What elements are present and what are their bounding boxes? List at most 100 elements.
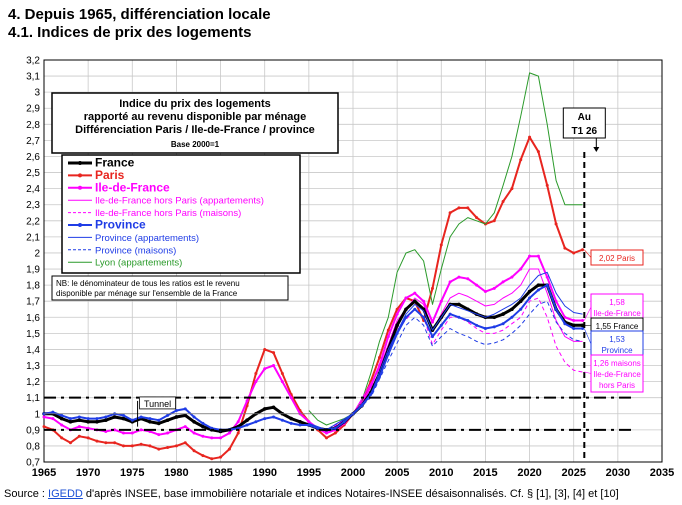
annotations: Tunnel Au T1 26 2,02 Paris 1,58 Ile-de-France… [44,92,644,462]
chart-title-line: rapporté au revenu disponible par ménage [84,111,307,123]
data-point [77,425,81,429]
chart-title-line: Différenciation Paris / Ile-de-France / … [75,124,315,136]
end-label-text: 1,55 France [596,322,639,331]
legend-box [61,154,301,274]
data-point [112,415,117,419]
current-label-line1: Au [578,112,591,123]
data-point [457,315,461,319]
legend-label: Province [95,218,146,232]
data-point [95,439,99,443]
x-tick-label: 2020 [517,467,541,479]
data-point [77,415,81,419]
data-point [519,267,523,271]
data-point [466,206,470,210]
data-point [254,380,258,384]
data-point [386,335,390,339]
data-point [439,299,443,303]
data-point [280,380,284,384]
source-prefix: Source : [4,488,49,500]
data-point [413,307,417,311]
base-note: Base 2000=1 [171,140,220,149]
data-point [51,410,55,414]
y-tick-label: 1,7 [26,297,40,308]
data-point [60,436,64,440]
end-label-leader [584,328,592,345]
data-point [501,322,505,326]
data-point [77,418,82,422]
data-point [272,351,276,355]
data-point [510,275,514,279]
data-point [192,415,196,419]
data-point [130,418,134,422]
data-point [104,418,108,422]
data-point [386,352,390,356]
data-point [571,323,576,328]
end-label-text: 1,53 [609,335,625,344]
data-point [528,254,532,258]
data-point [280,372,284,376]
data-point [219,455,223,459]
data-point [422,299,426,303]
data-point [466,277,470,281]
data-point [166,431,170,435]
data-point [483,327,487,331]
price-index-chart: 0,7 0,8 0,9 1 1,1 1,2 1,3 1,4 1,5 1,6 1,7 1,8 1,9 2 2,… [26,56,674,480]
x-tick-label: 2030 [606,467,630,479]
data-point [457,275,461,279]
y-tick-label: 1,8 [26,281,40,292]
data-point [166,446,170,450]
x-tick-label: 1995 [297,467,321,479]
data-point [183,407,187,411]
y-tick-label: 2,6 [26,152,40,163]
data-point [245,423,249,427]
data-point [298,420,302,424]
data-point [333,431,337,435]
y-tick-label: 0,9 [26,425,40,436]
data-point [527,289,532,294]
page-subtitle: 4.1. Indices de prix des logements [8,24,252,41]
y-tick-label: 1,2 [26,377,40,388]
data-point [86,417,90,421]
current-label-line2: T1 26 [572,126,598,137]
data-point [139,442,143,446]
x-tick-label: 2035 [650,467,674,479]
data-point [501,280,505,284]
data-point [68,417,72,421]
data-point [236,431,240,435]
x-tick-label: 1985 [208,467,232,479]
end-label-text: Ile-de-France [593,370,641,379]
data-point [272,364,276,368]
data-point [545,275,549,279]
data-point [121,444,125,448]
y-tick-label: 0,7 [26,458,40,469]
data-point [245,399,249,403]
data-point [519,307,523,311]
data-point [483,290,487,294]
y-tick-label: 2,9 [26,104,40,115]
data-point [439,323,443,327]
end-label-text: Province [601,346,633,355]
data-point [201,421,205,425]
data-point [457,206,461,210]
data-point [165,418,170,422]
y-tick-label: 2,3 [26,200,40,211]
x-tick-label: 2015 [473,467,497,479]
data-point [219,436,223,440]
data-point [395,323,399,328]
data-point [563,246,567,250]
data-point [139,428,143,432]
data-point [528,296,532,300]
y-tick-label: 1,4 [26,345,40,356]
data-point [307,420,311,424]
data-point [475,283,479,287]
source-link-igedd[interactable]: IGEDD [48,488,83,500]
legend-label: Province (appartements) [95,233,199,244]
data-point [192,449,196,453]
y-tick-label: 2,5 [26,168,40,179]
end-label-text: 2,02 Paris [599,254,635,263]
y-tick-label: 1,5 [26,329,40,340]
data-point [227,431,231,435]
x-tick-label: 1970 [76,467,100,479]
data-point [492,219,496,223]
data-point [448,211,452,215]
